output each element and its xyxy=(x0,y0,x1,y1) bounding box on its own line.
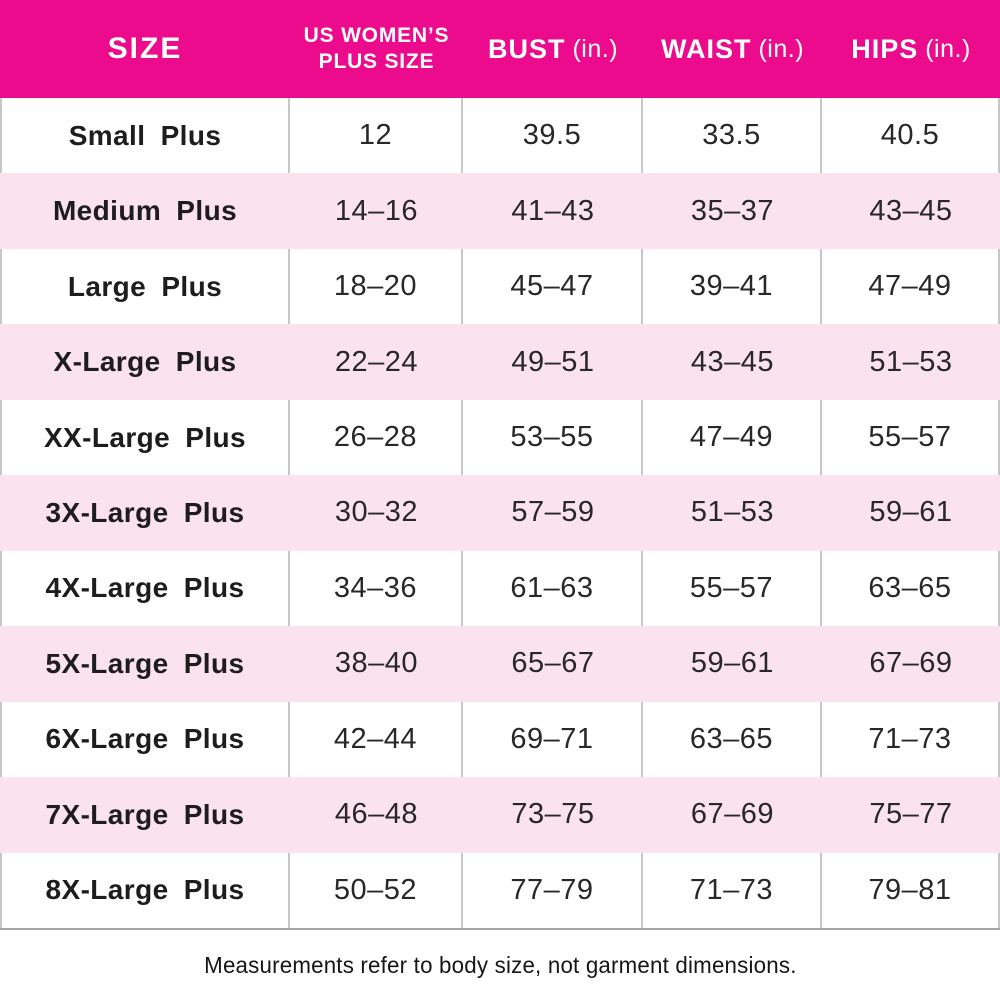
column-header-waist: WAIST (in.) xyxy=(643,0,822,98)
measurement-value-cell: 71–73 xyxy=(822,701,1000,778)
measurement-value-cell: 59–61 xyxy=(869,496,953,529)
size-name-cell: Medium Plus xyxy=(52,195,238,227)
measurement-value-cell: 26–28 xyxy=(290,399,463,476)
table-row: X-Large Plus 22–24 49–51 43–45 51–53 xyxy=(0,324,1000,400)
table-row: 7X-Large Plus 46–48 73–75 67–69 75–77 xyxy=(0,777,1000,853)
measurement-value-cell: 55–57 xyxy=(822,399,1000,476)
measurement-value-cell: 45–47 xyxy=(463,248,643,325)
measurement-value-cell: 75–77 xyxy=(869,798,953,831)
table-row: 8X-Large Plus 50–52 77–79 71–73 79–81 xyxy=(0,852,1000,928)
measurement-value-cell: 12 xyxy=(290,98,463,174)
measurement-value-cell: 69–71 xyxy=(463,701,643,778)
measurement-value-cell: 79–81 xyxy=(822,852,1000,928)
column-unit: (in.) xyxy=(572,34,619,63)
measurement-value-cell: 35–37 xyxy=(690,194,775,227)
size-name-cell: 6X-Large Plus xyxy=(0,701,290,778)
measurement-value-cell: 63–65 xyxy=(643,701,822,778)
column-label-line2: PLUS SIZE xyxy=(318,50,435,73)
table-row: Large Plus 18–20 45–47 39–41 47–49 xyxy=(0,248,1000,325)
column-header-us-womens-plus-size: US WOMEN’S PLUS SIZE xyxy=(290,0,463,98)
measurement-value-cell: 40.5 xyxy=(822,98,1000,174)
size-name-cell: X-Large Plus xyxy=(53,346,237,378)
measurement-value-cell: 49–51 xyxy=(511,345,595,378)
measurement-value-cell: 77–79 xyxy=(463,852,643,928)
column-label: WAIST xyxy=(660,33,752,64)
table-row: Small Plus 12 39.5 33.5 40.5 xyxy=(0,98,1000,174)
size-name-cell: 8X-Large Plus xyxy=(0,852,290,928)
measurement-value-cell: 59–61 xyxy=(690,647,775,680)
size-name-cell: 3X-Large Plus xyxy=(45,496,245,528)
measurement-value-cell: 73–75 xyxy=(511,798,595,831)
size-name-cell: 5X-Large Plus xyxy=(45,647,245,679)
column-header-size: SIZE xyxy=(0,0,290,98)
measurement-value-cell: 55–57 xyxy=(643,550,822,627)
column-header-bust: BUST (in.) xyxy=(463,0,643,98)
table-row: 3X-Large Plus 30–32 57–59 51–53 59–61 xyxy=(0,475,1000,551)
measurement-value-cell: 22–24 xyxy=(334,345,419,378)
measurement-value-cell: 42–44 xyxy=(290,701,463,778)
table-row: 5X-Large Plus 38–40 65–67 59–61 67–69 xyxy=(0,626,1000,702)
measurement-value-cell: 14–16 xyxy=(334,194,419,227)
measurement-value-cell: 18–20 xyxy=(290,248,463,325)
table-row: XX-Large Plus 26–28 53–55 47–49 55–57 xyxy=(0,399,1000,476)
table-body: Small Plus 12 39.5 33.5 40.5 Medium Plus 14–16… xyxy=(0,98,1000,930)
measurement-value-cell: 53–55 xyxy=(463,399,643,476)
table-row: 4X-Large Plus 34–36 61–63 55–57 63–65 xyxy=(0,550,1000,627)
measurement-value-cell: 51–53 xyxy=(869,345,953,378)
column-header-hips: HIPS (in.) xyxy=(822,0,1000,98)
size-name-cell: Large Plus xyxy=(0,248,290,325)
measurement-value-cell: 46–48 xyxy=(334,798,419,831)
measurement-value-cell: 33.5 xyxy=(643,98,822,174)
measurement-value-cell: 57–59 xyxy=(511,496,595,529)
measurement-value-cell: 63–65 xyxy=(822,550,1000,627)
table-header-row: SIZE US WOMEN’S PLUS SIZE BUST (in.) WAI… xyxy=(0,0,1000,98)
measurement-value-cell: 50–52 xyxy=(290,852,463,928)
measurement-value-cell: 34–36 xyxy=(290,550,463,627)
column-unit: (in.) xyxy=(758,34,805,63)
measurement-value-cell: 47–49 xyxy=(822,248,1000,325)
measurement-value-cell: 39.5 xyxy=(463,98,643,174)
column-label: HIPS xyxy=(851,33,919,64)
measurement-value-cell: 30–32 xyxy=(334,496,419,529)
measurement-value-cell: 43–45 xyxy=(869,194,953,227)
table-row: 6X-Large Plus 42–44 69–71 63–65 71–73 xyxy=(0,701,1000,778)
measurement-value-cell: 39–41 xyxy=(643,248,822,325)
measurement-value-cell: 41–43 xyxy=(511,194,595,227)
measurement-value-cell: 67–69 xyxy=(690,798,775,831)
measurement-value-cell: 38–40 xyxy=(334,647,419,680)
column-label-line1: US WOMEN’S xyxy=(303,23,450,47)
size-name-cell: 7X-Large Plus xyxy=(45,798,245,830)
measurement-value-cell: 43–45 xyxy=(690,345,775,378)
measurement-value-cell: 47–49 xyxy=(643,399,822,476)
size-name-cell: Small Plus xyxy=(0,98,290,174)
column-unit: (in.) xyxy=(925,34,971,63)
footnote-text: Measurements refer to body size, not gar… xyxy=(203,951,797,978)
measurement-value-cell: 51–53 xyxy=(690,496,775,529)
measurement-value-cell: 61–63 xyxy=(463,550,643,627)
footnote: Measurements refer to body size, not gar… xyxy=(0,930,1000,1000)
measurement-value-cell: 71–73 xyxy=(643,852,822,928)
measurement-value-cell: 65–67 xyxy=(511,647,595,680)
column-label: BUST xyxy=(487,33,566,64)
measurement-value-cell: 67–69 xyxy=(869,647,953,680)
size-name-cell: XX-Large Plus xyxy=(0,399,290,476)
column-label: SIZE xyxy=(107,32,183,65)
table-row: Medium Plus 14–16 41–43 35–37 43–45 xyxy=(0,173,1000,249)
size-name-cell: 4X-Large Plus xyxy=(0,550,290,627)
